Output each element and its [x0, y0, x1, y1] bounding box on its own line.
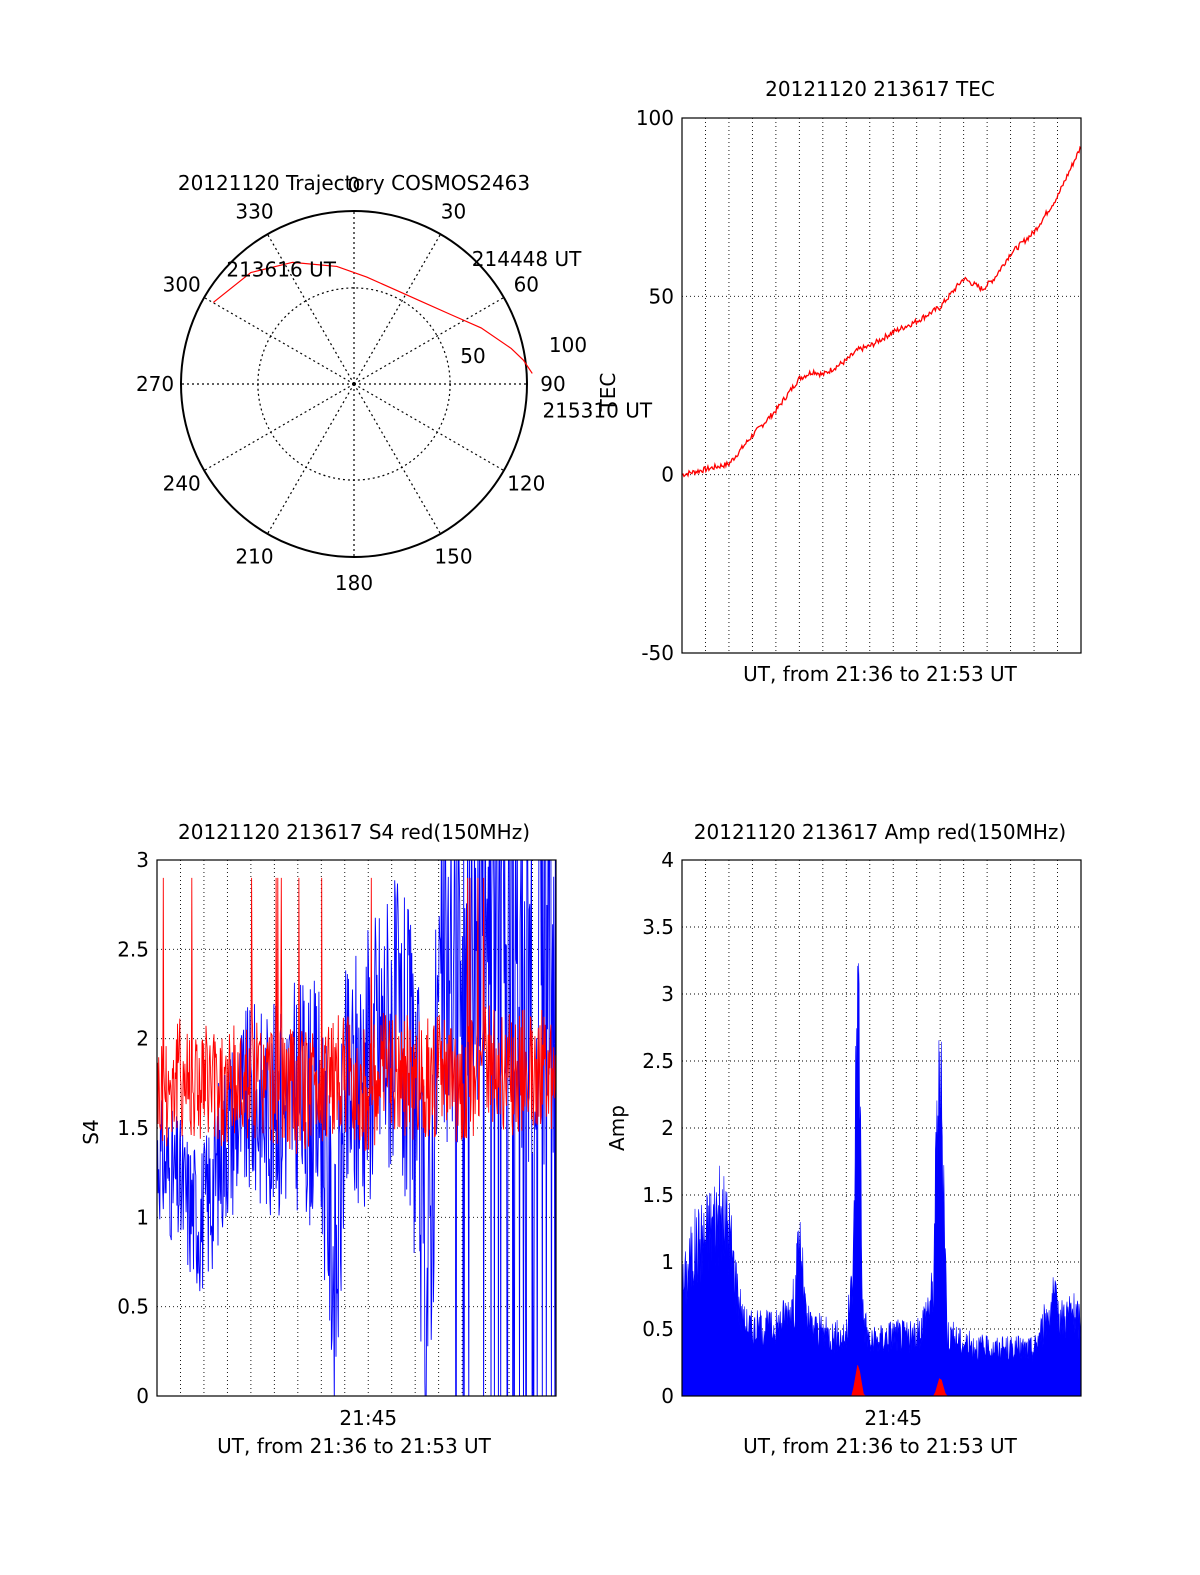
y-tick-label: 50: [649, 284, 674, 308]
polar-spoke: [266, 233, 355, 385]
amp-y-tick-labels: 4 3.5 3 2.5 2 1.5 1 0.5 0: [642, 848, 674, 1408]
x-tick-label: 21:45: [339, 1406, 397, 1430]
s4-y-tick-labels: 3 2.5 2 1.5 1 0.5 0: [117, 848, 149, 1408]
trajectory-time-label: 214448 UT: [472, 247, 582, 271]
polar-chart-title: 20121120 Trajectory COSMOS2463: [178, 171, 530, 195]
s4-red-series-line: [157, 877, 556, 1154]
tec-chart-title: 20121120 213617 TEC: [765, 77, 995, 101]
amp-x-tick-labels: 21:45: [864, 1406, 922, 1430]
polar-trajectory-chart: 20121120 Trajectory COSMOS2463 0 30 60 90 12…: [136, 171, 653, 595]
x-tick-label: 21:45: [864, 1406, 922, 1430]
y-tick-label: -50: [641, 641, 674, 665]
azimuth-label: 180: [335, 571, 373, 595]
azimuth-label: 30: [441, 200, 466, 224]
y-tick-label: 3: [136, 848, 149, 872]
amp-plot-frame: [681, 859, 1082, 1397]
y-tick-label: 2.5: [642, 1049, 674, 1073]
polar-grid: [180, 210, 528, 558]
polar-outer-ring: [180, 210, 528, 558]
amp-grid: [682, 859, 1081, 1397]
polar-spoke: [353, 383, 442, 535]
s4-x-axis-label: UT, from 21:36 to 21:53 UT: [217, 1434, 492, 1458]
s4-chart-title: 20121120 213617 S4 red(150MHz): [178, 820, 530, 844]
azimuth-label: 210: [235, 544, 273, 568]
s4-x-tick-labels: 21:45: [339, 1406, 397, 1430]
y-tick-label: 1: [661, 1250, 674, 1274]
tec-plot-frame: [681, 117, 1082, 654]
amp-y-axis-label: Amp: [605, 1105, 629, 1151]
azimuth-label: 120: [507, 471, 545, 495]
y-tick-label: 4: [661, 848, 674, 872]
y-tick-label: 2: [661, 1116, 674, 1140]
y-tick-label: 0.5: [642, 1317, 674, 1341]
amp-blue-series-area: [681, 963, 1082, 1397]
y-tick-label: 0: [661, 463, 674, 487]
azimuth-label: 90: [540, 372, 565, 396]
polar-spoke: [353, 296, 505, 385]
y-tick-label: 100: [636, 106, 674, 130]
s4-plot-frame: [156, 859, 557, 1397]
azimuth-label: 150: [434, 544, 472, 568]
azimuth-label: 60: [514, 273, 539, 297]
tec-y-axis-label: TEC: [596, 373, 620, 413]
azimuth-label: 330: [235, 200, 273, 224]
elevation-ring-label: 100: [549, 333, 587, 357]
y-tick-label: 2.5: [117, 937, 149, 961]
polar-spoke: [203, 383, 355, 472]
y-tick-label: 0.5: [117, 1295, 149, 1319]
azimuth-labels: 0 30 60 90 120 150 180 210 240 270 300 330: [136, 173, 566, 595]
azimuth-label: 240: [163, 471, 201, 495]
tec-series-line: [681, 145, 1082, 478]
s4-y-axis-label: S4: [79, 1119, 103, 1144]
elevation-ring-labels: 50 100: [460, 333, 587, 368]
y-tick-label: 0: [661, 1384, 674, 1408]
y-tick-label: 1: [136, 1205, 149, 1229]
polar-spoke: [266, 383, 355, 535]
y-tick-label: 3: [661, 982, 674, 1006]
s4-chart: 20121120 213617 S4 red(150MHz) 3 2.5 2 1.5 1…: [79, 820, 557, 1458]
y-tick-label: 2: [136, 1027, 149, 1051]
tec-x-axis-label: UT, from 21:36 to 21:53 UT: [743, 662, 1018, 686]
s4-series: [157, 860, 556, 1396]
azimuth-label: 300: [163, 273, 201, 297]
amp-x-axis-label: UT, from 21:36 to 21:53 UT: [743, 1434, 1018, 1458]
polar-spoke: [203, 296, 355, 385]
y-tick-label: 0: [136, 1384, 149, 1408]
amp-chart-title: 20121120 213617 Amp red(150MHz): [694, 820, 1066, 844]
tec-chart: 20121120 213617 TEC 100 50 0 -50 TEC UT, fr…: [596, 77, 1082, 686]
satellite-trajectory-line: [212, 261, 533, 374]
azimuth-label: 0: [348, 173, 361, 197]
tec-y-tick-labels: 100 50 0 -50: [636, 106, 674, 665]
polar-spoke: [353, 383, 505, 472]
y-tick-label: 1.5: [642, 1183, 674, 1207]
y-tick-label: 1.5: [117, 1116, 149, 1140]
trajectory-time-annotations: 213616 UT 214448 UT 215310 UT: [226, 247, 652, 423]
trajectory-time-label: 213616 UT: [226, 258, 336, 282]
polar-spoke: [353, 233, 442, 385]
amp-chart: 20121120 213617 Amp red(150MHz) 4 3.5 3 2.5…: [605, 820, 1082, 1458]
y-tick-label: 3.5: [642, 915, 674, 939]
trajectory-time-label: 215310 UT: [542, 399, 652, 423]
azimuth-label: 270: [136, 372, 174, 396]
elevation-ring-label: 50: [460, 344, 485, 368]
